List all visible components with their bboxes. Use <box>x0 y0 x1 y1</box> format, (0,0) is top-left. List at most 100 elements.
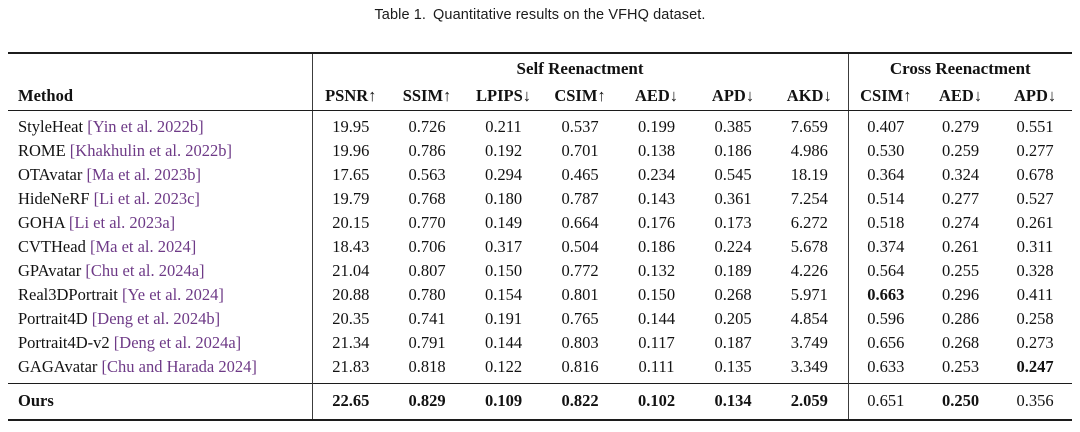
metric-cell: 0.514 <box>847 187 924 211</box>
method-cell: Ours <box>8 383 312 420</box>
metric-cell: 0.187 <box>714 333 752 352</box>
method-column-header: Method <box>8 81 312 111</box>
method-name: Portrait4D-v2 <box>18 333 110 352</box>
metric-cell: 0.324 <box>941 165 980 184</box>
metric-cell: 0.134 <box>695 383 771 420</box>
metric-cell: 0.143 <box>637 189 676 208</box>
method-name: GPAvatar <box>18 261 82 280</box>
citation-link[interactable]: [Chu and Harada 2024] <box>101 357 257 376</box>
metric-cell: 0.726 <box>408 117 446 136</box>
citation-link[interactable]: [Ma et al. 2023b] <box>86 165 202 184</box>
metric-cell: 0.818 <box>408 357 446 376</box>
method-cell: Real3DPortrait [Ye et al. 2024] <box>8 283 312 307</box>
table-row: HideNeRF [Li et al. 2023c] 19.79 0.768 0… <box>8 187 1072 211</box>
col-header-cross-csim: CSIM↑ <box>847 81 924 111</box>
metric-cell: 0.138 <box>637 141 676 160</box>
method-cell: Portrait4D-v2 [Deng et al. 2024a] <box>8 331 312 355</box>
metric-cell: 3.749 <box>790 333 828 352</box>
col-header-aed: AED↓ <box>618 81 695 111</box>
metric-cell: 20.88 <box>311 283 389 307</box>
method-cell: HideNeRF [Li et al. 2023c] <box>8 187 312 211</box>
metric-cell: 0.176 <box>637 213 676 232</box>
citation-link[interactable]: [Chu et al. 2024a] <box>85 261 205 280</box>
metric-cell: 0.211 <box>485 117 522 136</box>
col-header-ssim: SSIM↑ <box>389 81 465 111</box>
metric-cell: 0.701 <box>561 141 599 160</box>
metric-cell: 20.35 <box>311 307 389 331</box>
metric-cell: 0.328 <box>1016 261 1054 280</box>
method-name: CVTHead <box>18 237 86 256</box>
col-header-apd: APD↓ <box>695 81 771 111</box>
table-row: Real3DPortrait [Ye et al. 2024] 20.88 0.… <box>8 283 1072 307</box>
method-name: Real3DPortrait <box>18 285 118 304</box>
citation-link[interactable]: [Yin et al. 2022b] <box>87 117 204 136</box>
metric-cell: 0.801 <box>561 285 599 304</box>
table-row: OTAvatar [Ma et al. 2023b] 17.65 0.563 0… <box>8 163 1072 187</box>
metric-cell: 5.971 <box>790 285 828 304</box>
citation-link[interactable]: [Li et al. 2023c] <box>93 189 200 208</box>
citation-link[interactable]: [Ma et al. 2024] <box>89 237 197 256</box>
metric-cell: 0.765 <box>561 309 599 328</box>
metric-cell: 19.95 <box>311 110 389 139</box>
metric-cell: 0.135 <box>714 357 752 376</box>
metric-cell: 0.258 <box>1016 309 1054 328</box>
metric-cell: 0.551 <box>1016 117 1054 136</box>
column-header-row: Method PSNR↑ SSIM↑ LPIPS↓ CSIM↑ AED↓ APD… <box>8 81 1073 111</box>
metric-cell: 0.189 <box>714 261 752 280</box>
metric-cell: 0.261 <box>1016 213 1054 232</box>
col-header-lpips: LPIPS↓ <box>465 81 542 111</box>
metric-cell: 0.150 <box>484 261 523 280</box>
metric-cell: 0.122 <box>484 357 523 376</box>
metric-cell: 0.545 <box>714 165 752 184</box>
metric-cell: 0.205 <box>714 309 752 328</box>
citation-link[interactable]: [Ye et al. 2024] <box>122 285 224 304</box>
table-row: Portrait4D-v2 [Deng et al. 2024a] 21.34 … <box>8 331 1072 355</box>
metric-cell: 0.261 <box>941 237 980 256</box>
metric-cell: 4.854 <box>790 309 828 328</box>
metric-cell: 0.150 <box>637 285 676 304</box>
table-row: GOHA [Li et al. 2023a] 20.15 0.770 0.149… <box>8 211 1072 235</box>
group-header-self-reenactment: Self Reenactment <box>311 53 849 81</box>
metric-cell: 2.059 <box>771 383 849 420</box>
metric-cell: 0.268 <box>941 333 980 352</box>
metric-cell: 0.192 <box>484 141 523 160</box>
method-name: GAGAvatar <box>18 357 98 376</box>
metric-cell: 0.706 <box>408 237 446 256</box>
metric-cell: 0.787 <box>561 189 599 208</box>
method-name: OTAvatar <box>18 165 83 184</box>
method-name: StyleHeat <box>18 117 84 136</box>
group-header-cross-reenactment: Cross Reenactment <box>847 53 1073 81</box>
metric-cell: 0.294 <box>484 165 523 184</box>
col-header-psnr: PSNR↑ <box>311 81 389 111</box>
metric-cell: 0.537 <box>561 117 599 136</box>
metric-cell: 0.268 <box>714 285 752 304</box>
metric-cell: 0.822 <box>542 383 618 420</box>
table-row: ROME [Khakhulin et al. 2022b] 19.96 0.78… <box>8 139 1072 163</box>
metric-cell: 0.317 <box>484 237 523 256</box>
metric-cell: 18.43 <box>311 235 389 259</box>
table-caption: Table 1. Quantitative results on the VFHQ… <box>0 0 1080 23</box>
metric-cell: 0.109 <box>465 383 542 420</box>
metric-cell: 5.678 <box>790 237 828 256</box>
method-cell: StyleHeat [Yin et al. 2022b] <box>8 111 312 140</box>
metric-cell: 0.259 <box>941 141 980 160</box>
method-cell: ROME [Khakhulin et al. 2022b] <box>8 139 312 163</box>
citation-link[interactable]: [Khakhulin et al. 2022b] <box>69 141 233 160</box>
metric-cell: 0.144 <box>637 309 676 328</box>
method-name: ROME <box>18 141 66 160</box>
group-header-row: Self Reenactment Cross Reenactment <box>8 53 1073 81</box>
citation-link[interactable]: [Deng et al. 2024b] <box>91 309 221 328</box>
citation-link[interactable]: [Li et al. 2023a] <box>68 213 176 232</box>
metric-cell: 0.255 <box>941 261 980 280</box>
table-row: GAGAvatar [Chu and Harada 2024] 21.83 0.… <box>8 355 1072 384</box>
metric-cell: 0.816 <box>561 357 599 376</box>
metric-cell: 4.986 <box>790 141 828 160</box>
metric-cell: 0.234 <box>637 165 676 184</box>
citation-link[interactable]: [Deng et al. 2024a] <box>113 333 242 352</box>
metric-cell: 20.15 <box>311 211 389 235</box>
metric-cell: 3.349 <box>790 357 828 376</box>
metric-cell: 0.563 <box>408 165 446 184</box>
metric-cell: 0.132 <box>637 261 676 280</box>
metric-cell: 21.83 <box>311 355 389 384</box>
metric-cell: 0.663 <box>847 283 924 307</box>
